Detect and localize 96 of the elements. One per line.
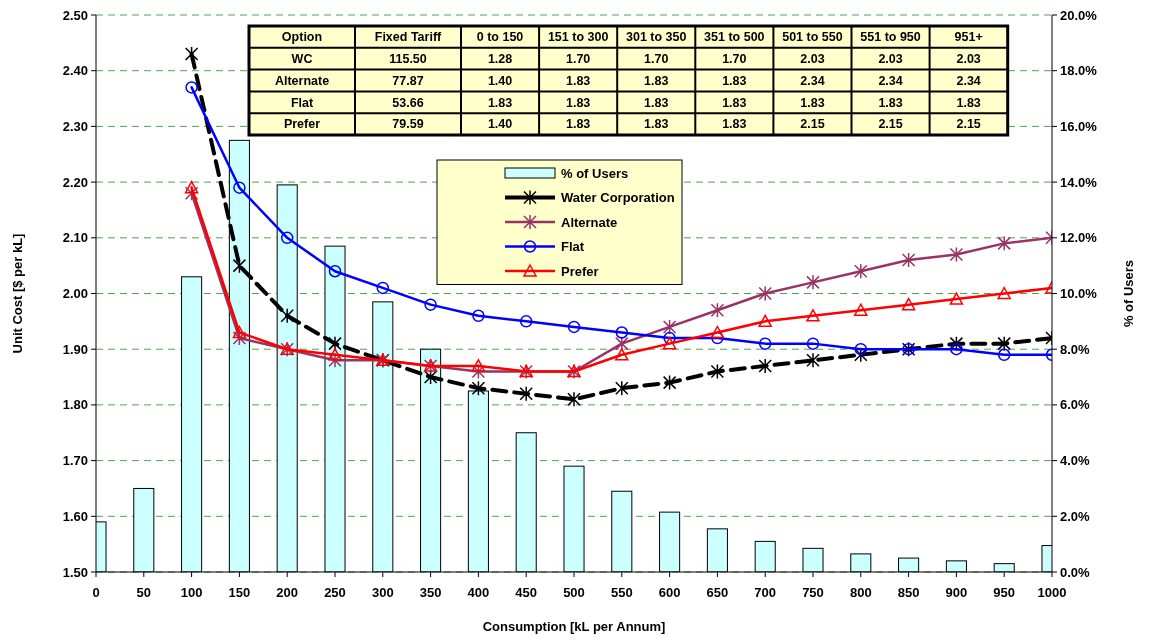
category-label: Alternate (274, 73, 330, 88)
category-label: 351 to 500 (704, 30, 765, 45)
text: 1.83 (956, 95, 981, 110)
y-tick-label: 2.40 (62, 63, 88, 79)
text: 1.70 (565, 52, 591, 67)
x-tick-label: 800 (849, 585, 872, 600)
x-tick-label: 450 (515, 585, 538, 600)
legend-label: Flat (561, 239, 585, 255)
x-tick-label: 700 (754, 585, 777, 600)
text: 2.15 (956, 117, 981, 132)
text: 1.83 (722, 117, 747, 132)
text: 1.28 (487, 52, 513, 67)
text: 1.83 (800, 95, 825, 110)
text: 2.03 (956, 52, 981, 67)
x-tick-label: 900 (945, 585, 968, 600)
text: 1.83 (565, 73, 591, 88)
y2-tick-label: 12.0% (1060, 230, 1098, 246)
y-tick-label: 1.90 (62, 341, 88, 357)
x-tick-label: 600 (658, 585, 681, 600)
category-label: Fixed Tariff (374, 30, 443, 45)
text: 1.83 (487, 95, 513, 110)
text: 1.83 (644, 95, 669, 110)
y-axis-title: Unit Cost [$ per kL] (10, 233, 25, 354)
x-tick-label: 500 (563, 585, 585, 600)
text: 79.59 (392, 117, 424, 132)
category-label: Prefer (283, 117, 321, 132)
x-tick-label: 0 (92, 585, 100, 600)
category-label: 151 to 300 (547, 30, 609, 45)
text: 1.83 (565, 95, 591, 110)
text: 2.15 (800, 117, 825, 132)
y2-tick-label: 14.0% (1060, 174, 1098, 190)
text: 1.83 (644, 117, 669, 132)
text: 115.50 (389, 52, 427, 67)
text: 2.03 (878, 52, 903, 67)
legend-label: Water Corporation (561, 190, 675, 206)
x-tick-label: 750 (802, 585, 824, 600)
y-tick-label: 2.10 (62, 230, 88, 246)
x-tick-label: 1000 (1037, 585, 1067, 600)
category-label: Flat (290, 95, 314, 110)
y2-tick-label: 20.0% (1060, 7, 1098, 23)
x-tick-label: 50 (136, 585, 152, 600)
x-tick-label: 950 (993, 585, 1016, 600)
y2-tick-label: 2.0% (1060, 508, 1091, 524)
category-label: 551 to 950 (860, 30, 921, 45)
category-label: 0 to 150 (476, 30, 524, 45)
text: 77.87 (392, 73, 424, 88)
y2-tick-label: 6.0% (1060, 397, 1091, 413)
x-tick-label: 850 (897, 585, 920, 600)
x-tick-label: 300 (371, 585, 394, 600)
legend-label: % of Users (561, 165, 629, 181)
x-tick-label: 100 (180, 585, 203, 600)
y-tick-label: 2.50 (62, 7, 88, 23)
y-tick-label: 1.80 (62, 397, 88, 413)
text: 1.70 (722, 52, 747, 67)
text: 2.03 (800, 52, 825, 67)
x-tick-label: 200 (276, 585, 299, 600)
legend-label: Alternate (561, 214, 618, 230)
category-label: 951+ (954, 30, 983, 45)
text: 1.83 (722, 73, 747, 88)
category-label: 501 to 550 (782, 30, 843, 45)
text: 1.70 (644, 52, 669, 67)
y2-axis-title: % of Users (1121, 259, 1136, 328)
x-tick-label: 550 (610, 585, 633, 600)
y-tick-label: 2.20 (62, 174, 88, 190)
category-label: WC (291, 52, 313, 67)
y2-tick-label: 4.0% (1060, 453, 1091, 469)
y-tick-label: 1.70 (62, 453, 88, 469)
legend-label: Prefer (561, 263, 599, 279)
text: 2.15 (878, 117, 903, 132)
text: 1.40 (487, 117, 513, 132)
x-tick-label: 400 (467, 585, 490, 600)
x-tick-label: 650 (706, 585, 729, 600)
x-axis-title: Consumption [kL per Annum] (482, 619, 666, 634)
y2-tick-label: 8.0% (1060, 341, 1091, 357)
y2-tick-label: 18.0% (1060, 63, 1098, 79)
text: 1.40 (487, 73, 513, 88)
y2-tick-label: 0.0% (1060, 564, 1091, 580)
text: 1.83 (565, 117, 591, 132)
x-tick-label: 150 (228, 585, 251, 600)
text: 53.66 (392, 95, 424, 110)
text: 1.83 (644, 73, 669, 88)
category-label: 301 to 350 (626, 30, 687, 45)
text: 2.34 (956, 73, 981, 88)
y-tick-label: 1.50 (62, 564, 88, 580)
y-tick-label: 1.60 (62, 508, 88, 524)
text: Option (281, 30, 323, 45)
text: 1.83 (722, 95, 747, 110)
x-tick-label: 350 (419, 585, 442, 600)
text: 2.34 (878, 73, 903, 88)
x-tick-label: 250 (324, 585, 346, 600)
y-tick-label: 2.30 (62, 118, 88, 134)
text: 1.83 (878, 95, 903, 110)
text: 2.34 (800, 73, 825, 88)
y-tick-label: 2.00 (62, 286, 88, 302)
y2-tick-label: 16.0% (1060, 118, 1098, 134)
y2-tick-label: 10.0% (1060, 286, 1098, 302)
